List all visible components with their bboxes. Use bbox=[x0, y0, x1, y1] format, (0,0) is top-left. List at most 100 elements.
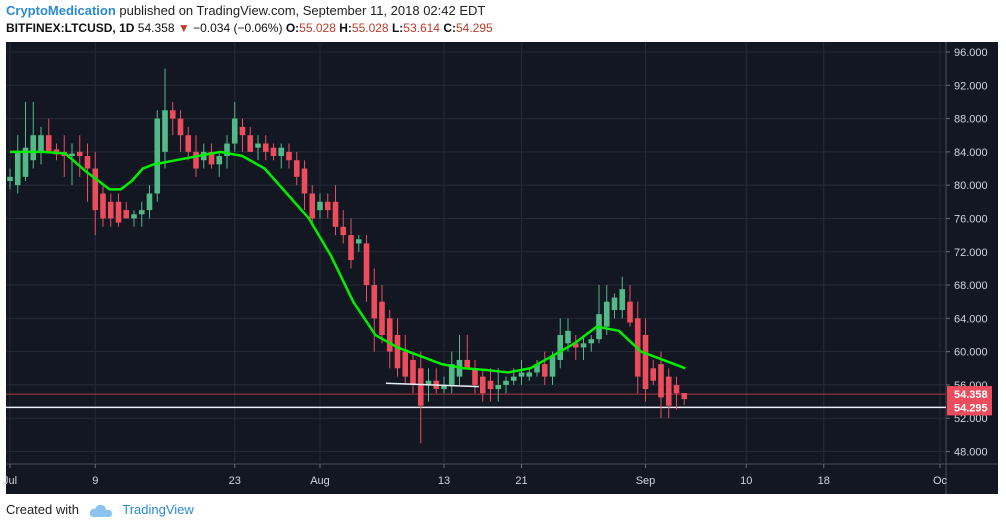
candle-body bbox=[317, 201, 323, 211]
y-tick-label: 72.000 bbox=[954, 247, 988, 259]
x-tick-label: 9 bbox=[92, 475, 98, 487]
moving-average bbox=[10, 150, 686, 374]
candle-body bbox=[14, 151, 21, 186]
y-tick-label: 64.000 bbox=[954, 313, 988, 325]
candle-body bbox=[216, 156, 223, 165]
candle-body bbox=[417, 368, 424, 406]
y-tick-label: 88.000 bbox=[954, 114, 988, 126]
low-label: L: bbox=[391, 21, 404, 35]
candle-body bbox=[154, 118, 161, 194]
candle-body bbox=[627, 301, 633, 323]
y-tick-label: 48.000 bbox=[954, 447, 988, 459]
y-tick-label: 96.000 bbox=[954, 47, 988, 59]
x-tick-label: 10 bbox=[740, 475, 752, 487]
candle-body bbox=[495, 384, 502, 390]
candle-body bbox=[371, 285, 378, 319]
candle-body bbox=[425, 380, 432, 385]
open-label: O: bbox=[285, 21, 300, 35]
candle-body bbox=[518, 372, 525, 377]
symbol-legend: BITFINEX:LTCUSD, 1D 54.358 ▼ −0.034 (−0.… bbox=[6, 21, 493, 35]
candle-body bbox=[479, 376, 486, 394]
y-tick-label: 60.000 bbox=[954, 347, 988, 359]
candle-body bbox=[394, 334, 401, 369]
price-label-text: 54.295 bbox=[954, 402, 988, 414]
candle-body bbox=[681, 393, 688, 400]
candle-body bbox=[115, 201, 122, 223]
candle-body bbox=[123, 210, 130, 219]
candle-body bbox=[580, 343, 587, 348]
candle-body bbox=[402, 351, 409, 377]
candle-body bbox=[611, 297, 618, 311]
candle-body bbox=[301, 168, 308, 194]
candle-body bbox=[363, 243, 370, 286]
footer: Created with TradingView bbox=[6, 502, 194, 518]
candle-body bbox=[286, 151, 292, 161]
candle-body bbox=[324, 201, 331, 211]
high-value: 55.028 bbox=[351, 21, 389, 35]
candle-body bbox=[410, 359, 416, 385]
candle-body bbox=[673, 384, 680, 394]
price-axis: 48.00052.00056.00060.00064.00068.00072.0… bbox=[946, 47, 988, 459]
x-tick-label: Jul bbox=[3, 475, 17, 487]
x-tick-label: Aug bbox=[310, 475, 330, 487]
x-tick-label: Oc bbox=[933, 475, 948, 487]
created-with-text: Created with bbox=[6, 502, 79, 517]
candle-body bbox=[131, 214, 137, 219]
candle-body bbox=[348, 235, 354, 261]
tradingview-link[interactable]: TradingView bbox=[122, 502, 194, 517]
candle-body bbox=[7, 176, 13, 182]
candle-body bbox=[665, 376, 672, 406]
candle-body bbox=[107, 201, 114, 219]
candle-body bbox=[100, 193, 106, 219]
trend-annotation-line bbox=[385, 382, 479, 388]
candle-body bbox=[293, 160, 300, 177]
candle-body bbox=[84, 156, 91, 169]
candle-body bbox=[464, 359, 471, 369]
y-tick-label: 84.000 bbox=[954, 147, 988, 159]
candle-body bbox=[526, 372, 533, 377]
y-tick-label: 76.000 bbox=[954, 213, 988, 225]
candle-body bbox=[169, 110, 176, 119]
plot-background bbox=[6, 42, 946, 464]
candle-body bbox=[642, 334, 649, 390]
symbol-title[interactable]: BITFINEX:LTCUSD, 1D bbox=[6, 21, 135, 35]
candle-body bbox=[239, 126, 246, 136]
candle-body bbox=[262, 143, 269, 152]
candle-body bbox=[549, 355, 556, 377]
candle-body bbox=[355, 239, 362, 244]
tradingview-cloud-icon bbox=[89, 504, 112, 517]
candle-body bbox=[208, 151, 215, 165]
y-tick-label: 52.000 bbox=[954, 413, 988, 425]
moving-average-line bbox=[10, 150, 686, 374]
published-text: published on TradingView.com, September … bbox=[119, 3, 486, 18]
candle-body bbox=[76, 151, 83, 157]
candle-body bbox=[255, 143, 261, 148]
open-value: 55.028 bbox=[299, 21, 336, 35]
x-tick-label: 21 bbox=[515, 475, 527, 487]
candle-body bbox=[332, 201, 339, 227]
candle-body bbox=[441, 384, 447, 390]
candle-body bbox=[270, 147, 277, 157]
author-link[interactable]: CryptoMedication bbox=[6, 3, 116, 18]
close-value: 54.295 bbox=[455, 21, 493, 35]
candle-body bbox=[146, 193, 153, 211]
last-price: 54.358 bbox=[137, 21, 175, 35]
candle-body bbox=[588, 339, 595, 344]
annotation-layer bbox=[385, 382, 479, 388]
candle-body bbox=[177, 118, 184, 136]
candle-body bbox=[138, 210, 145, 215]
down-triangle-icon: ▼ bbox=[177, 21, 190, 35]
y-tick-label: 92.000 bbox=[954, 80, 988, 92]
candle-body bbox=[572, 343, 579, 348]
candle-body bbox=[510, 376, 517, 381]
candle-body bbox=[193, 151, 199, 169]
x-tick-label: Sep bbox=[636, 475, 656, 487]
candle-body bbox=[278, 147, 285, 157]
candle-body bbox=[541, 364, 548, 377]
candle-body bbox=[650, 368, 657, 381]
candle-body bbox=[22, 147, 29, 177]
candle-body bbox=[619, 289, 626, 311]
candle-body bbox=[340, 226, 347, 236]
